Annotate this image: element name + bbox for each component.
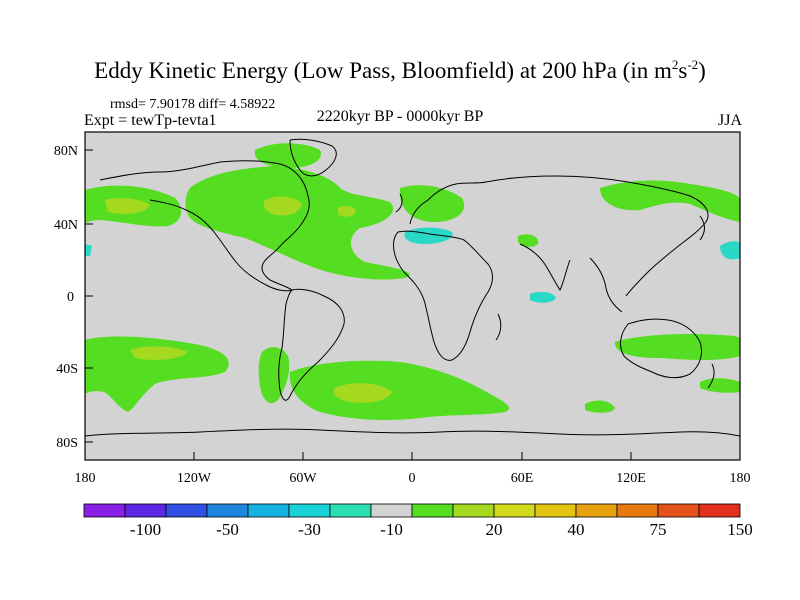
colorbar-swatch <box>657 503 700 518</box>
colorbar-label: 75 <box>650 520 667 539</box>
colorbar-swatch <box>329 503 372 518</box>
core-atlantic <box>338 205 356 217</box>
coast-madagascar <box>495 313 502 341</box>
region-atlantic-east <box>518 234 539 247</box>
map-title: Eddy Kinetic Energy (Low Pass, Bloomfiel… <box>94 57 706 83</box>
colorbar-swatch <box>247 503 290 518</box>
lon-label-120w: 120W <box>177 471 212 486</box>
colorbar-swatch <box>83 503 126 518</box>
colorbar-swatch <box>616 503 659 518</box>
coast-india <box>519 243 571 291</box>
colorbar-swatch <box>411 503 454 518</box>
colorbar-label: -50 <box>216 520 239 539</box>
coast-europe <box>409 181 487 225</box>
lon-label-120e: 120E <box>616 471 646 486</box>
coast-japan <box>699 215 705 241</box>
negative-north-pacific-west <box>85 244 92 256</box>
colorbar-swatch <box>206 503 249 518</box>
experiment-label: Expt = tewTp-tevta1 <box>84 112 217 129</box>
coastlines <box>85 138 740 437</box>
colorbar-label: 20 <box>486 520 503 539</box>
colorbar-label: -10 <box>380 520 403 539</box>
colorbar-swatch <box>124 503 167 518</box>
region-east-asia <box>600 180 740 222</box>
coast-north-america <box>99 160 310 292</box>
region-north-america <box>185 166 410 280</box>
coast-south-america <box>278 288 345 401</box>
colorbar-swatch <box>288 503 331 518</box>
colorbar-label: -30 <box>298 520 321 539</box>
coast-british-isles <box>395 193 403 213</box>
colorbar-swatch <box>698 503 741 518</box>
region-south-pacific <box>85 336 229 412</box>
colorbar-swatch <box>493 503 536 518</box>
core-pacific <box>105 197 150 214</box>
core-south-atlantic <box>333 383 392 403</box>
rmsd-diff-stats: rmsd= 7.90178 diff= 4.58922 <box>110 97 276 112</box>
region-tasman <box>700 378 740 393</box>
colorbar-swatch <box>370 503 413 518</box>
colorbar-swatch <box>575 503 618 518</box>
region-greenland <box>254 143 321 168</box>
region-south-atlantic <box>289 360 510 420</box>
colorbar-label: 40 <box>568 520 585 539</box>
colorbar-labels: -100 -50 -30 -10 20 40 75 150 <box>130 520 753 539</box>
lat-label-80n: 80N <box>54 144 78 159</box>
negative-indian-ocean <box>530 291 556 303</box>
coast-asia <box>485 175 709 297</box>
lon-label-0: 0 <box>409 471 416 486</box>
coast-antarctica <box>85 428 740 437</box>
colorbar-swatch <box>452 503 495 518</box>
colorbar <box>83 503 741 518</box>
lon-axis <box>84 452 741 460</box>
lat-label-40s: 40S <box>56 362 78 377</box>
coast-africa <box>393 230 493 361</box>
core-hudson <box>263 196 302 216</box>
negative-pacific-east <box>720 241 740 260</box>
colorbar-swatch <box>534 503 577 518</box>
lat-label-80s: 80S <box>56 436 78 451</box>
colorbar-swatch <box>165 503 208 518</box>
core-south-pacific <box>130 346 188 360</box>
coast-southeast-asia <box>589 257 623 313</box>
colorbar-label: 150 <box>727 520 753 539</box>
lon-label-60e: 60E <box>511 471 534 486</box>
coast-new-zealand <box>707 363 715 389</box>
time-period-label: 2220kyr BP - 0000kyr BP <box>316 108 484 125</box>
lon-label-180e: 180 <box>730 471 751 486</box>
coast-greenland <box>289 138 337 177</box>
region-eurasia <box>399 185 465 222</box>
lon-label-60w: 60W <box>289 471 317 486</box>
anomaly-regions <box>85 143 740 420</box>
region-south-america <box>258 347 290 404</box>
lat-label-40n: 40N <box>54 218 78 233</box>
coast-australia <box>620 318 703 379</box>
colorbar-label: -100 <box>130 520 161 539</box>
lat-axis <box>85 149 93 443</box>
region-south-indian <box>585 400 615 413</box>
season-label: JJA <box>717 112 742 129</box>
lat-label-0: 0 <box>67 290 74 305</box>
region-indian-ocean <box>614 334 740 360</box>
lon-label-180w: 180 <box>75 471 96 486</box>
